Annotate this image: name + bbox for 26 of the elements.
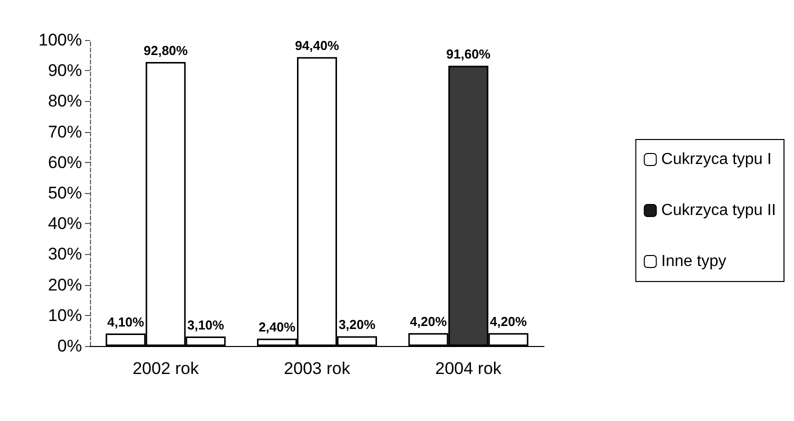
y-tick-label: 30% (48, 244, 82, 264)
x-tick-label: 2004 rok (435, 359, 502, 378)
data-label: 4,20% (490, 314, 528, 330)
y-tick-label: 100% (38, 30, 82, 50)
legend-label: Inne typy (661, 253, 726, 270)
data-label: 91,60% (446, 46, 491, 62)
y-tick-label: 80% (48, 92, 82, 111)
data-label: 94,40% (294, 38, 340, 54)
data-label: 3,20% (338, 317, 376, 332)
x-tick-label: 2002 rok (132, 359, 200, 378)
y-tick-label: 20% (48, 275, 82, 294)
data-label: 4,20% (410, 314, 448, 330)
y-tick-label: 0% (57, 336, 82, 356)
y-tick-label: 60% (48, 152, 82, 172)
data-label: 92,80% (144, 43, 188, 58)
y-tick-label: 70% (48, 122, 82, 142)
legend-label: Cukrzyca typu I (661, 151, 772, 168)
y-tick-label: 10% (48, 306, 82, 325)
data-label: 4,10% (107, 314, 145, 330)
legend-label: Cukrzyca typu II (661, 202, 776, 219)
y-tick-label: 50% (48, 184, 82, 202)
data-label: 2,40% (258, 320, 296, 335)
data-label: 3,10% (187, 318, 225, 333)
x-tick-label: 2003 rok (284, 359, 351, 378)
y-tick-label: 90% (48, 61, 82, 80)
y-tick-label: 40% (48, 214, 82, 234)
